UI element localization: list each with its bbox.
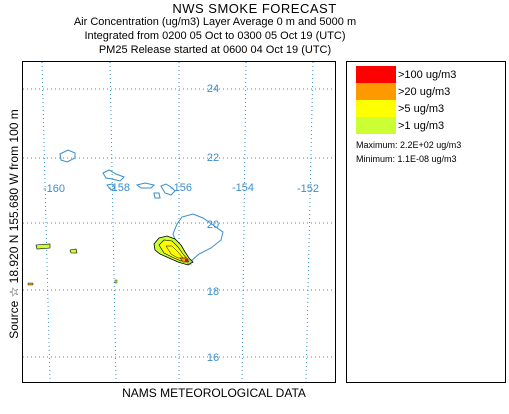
island-oahu-islet-coast: [106, 183, 116, 191]
legend-item: >1 ug/m3: [356, 117, 444, 134]
smoke-contour-gt100: [185, 259, 188, 262]
island-oahu-coast: [102, 169, 125, 182]
legend-panel: >100 ug/m3 >20 ug/m3 >5 ug/m3 >1 ug/m3 M…: [346, 61, 506, 383]
longitude-label: -154: [232, 182, 254, 194]
source-location-label: Source ☆ 18.920 N 155.680 W from 100 m: [7, 109, 21, 339]
legend-item: >20 ug/m3: [356, 83, 450, 100]
legend-swatch-yellow: [356, 100, 396, 117]
legend-swatch-orange: [356, 83, 396, 100]
minimum-value: Minimum: 1.1E-08 ug/m3: [356, 154, 457, 164]
legend-label: >5 ug/m3: [398, 102, 445, 115]
map-canvas: -160 -158 -156 -154 -152 24 22 20 18 16: [23, 61, 335, 383]
gridline-lon-158: [109, 61, 117, 383]
gridline-lon-160: [41, 61, 51, 383]
smoke-patch-west: [35, 243, 51, 250]
smoke-contours: [27, 235, 194, 286]
legend-label: >20 ug/m3: [398, 85, 451, 98]
gridline-lon-154: [241, 61, 247, 383]
gridline-lon-152: [305, 61, 314, 383]
legend-label: >100 ug/m3: [398, 68, 457, 81]
subtitle-concentration: Air Concentration (ug/m3) Layer Average …: [73, 16, 357, 28]
island-lanai-coast: [153, 192, 161, 199]
longitude-label: -152: [297, 183, 319, 195]
subtitle-release-start: PM25 Release started at 0600 04 Oct 19 (…: [98, 44, 332, 56]
coastlines: [59, 149, 224, 263]
latitude-label: 22: [207, 152, 219, 164]
meteorological-data-label: NAMS METEOROLOGICAL DATA: [122, 386, 306, 400]
source-star-icon: ☆: [185, 257, 194, 268]
legend-item: >100 ug/m3: [356, 66, 456, 83]
longitude-label: -158: [108, 182, 130, 194]
island-molokai-coast: [135, 182, 155, 189]
island-maui-coast: [160, 183, 176, 196]
longitude-label: -160: [43, 183, 65, 195]
maximum-value: Maximum: 2.2E+02 ug/m3: [356, 140, 462, 150]
smoke-patch-west-small: [69, 248, 78, 254]
longitude-gridlines: [41, 61, 314, 383]
island-kauai-coast: [59, 149, 76, 163]
latitude-label: 16: [207, 352, 219, 364]
legend-label: >1 ug/m3: [398, 119, 445, 132]
subtitle-integration-period: Integrated from 0200 05 Oct to 0300 05 O…: [84, 30, 346, 42]
map-panel: -160 -158 -156 -154 -152 24 22 20 18 16: [22, 61, 336, 383]
latitude-label: 24: [207, 83, 219, 95]
smoke-speck: [114, 279, 118, 284]
legend-swatch-lime: [356, 117, 396, 134]
legend-item: >5 ug/m3: [356, 100, 444, 117]
smoke-speck: [27, 282, 34, 286]
latitude-label: 18: [207, 286, 219, 298]
legend-swatch-red: [356, 66, 396, 83]
chart-title: NWS SMOKE FORECAST: [172, 1, 337, 16]
